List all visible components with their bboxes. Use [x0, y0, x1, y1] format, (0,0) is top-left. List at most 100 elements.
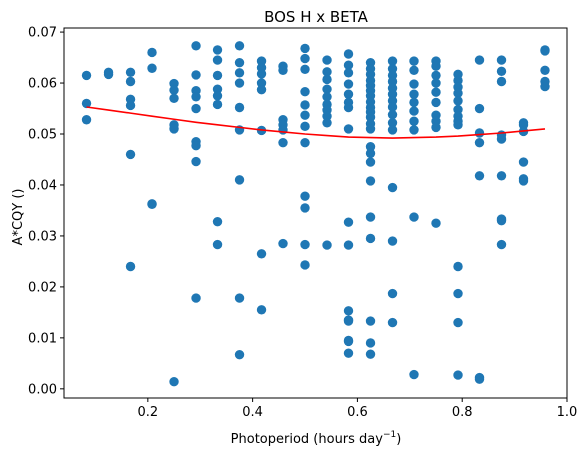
y-tick-label: 0.02: [28, 280, 57, 295]
data-point: [212, 84, 223, 94]
y-tick-label: 0.04: [28, 178, 57, 193]
data-point: [409, 97, 419, 108]
data-point: [322, 55, 332, 65]
data-point: [387, 109, 398, 120]
chart-title: BOS H x BETA: [264, 8, 369, 26]
x-tick-label: 1.0: [557, 405, 578, 420]
data-point: [474, 55, 485, 65]
x-tick-label: 0.6: [347, 405, 368, 420]
data-point: [496, 171, 507, 181]
data-point: [343, 102, 354, 113]
data-point: [453, 96, 463, 106]
data-point: [453, 261, 463, 272]
data-point: [322, 92, 332, 102]
data-point: [125, 261, 136, 272]
data-point: [191, 141, 201, 151]
data-point: [496, 76, 507, 87]
data-point: [387, 118, 398, 128]
data-point: [518, 157, 529, 167]
data-point: [474, 128, 485, 138]
data-point: [453, 88, 463, 98]
data-point: [169, 78, 179, 89]
data-point: [147, 47, 157, 58]
data-point: [453, 317, 463, 328]
data-point: [256, 69, 267, 79]
x-axis-label-main: Photoperiod (hours day: [231, 432, 384, 447]
data-point: [81, 98, 92, 109]
data-point: [387, 317, 398, 328]
data-point: [365, 142, 376, 152]
data-point: [212, 45, 223, 55]
data-point: [300, 87, 310, 97]
data-point: [343, 240, 354, 250]
points-layer: [81, 41, 550, 387]
data-point: [191, 41, 201, 51]
data-point: [300, 260, 310, 270]
data-point: [169, 124, 179, 134]
y-tick-label: 0.01: [28, 331, 57, 346]
data-point: [474, 374, 485, 384]
fit-line: [86, 106, 546, 139]
data-point: [409, 212, 419, 222]
data-point: [169, 85, 179, 95]
data-point: [496, 215, 507, 226]
x-tick-label: 0.4: [242, 405, 263, 420]
data-point: [343, 217, 354, 227]
data-point: [81, 70, 92, 81]
data-point: [496, 239, 507, 250]
data-point: [387, 288, 398, 299]
data-point: [125, 76, 136, 87]
data-point: [409, 106, 419, 116]
data-point: [147, 63, 157, 73]
data-point: [365, 212, 376, 222]
x-axis-label-superscript: −1: [383, 430, 396, 440]
data-point: [256, 56, 267, 66]
y-tick-label: 0.07: [28, 26, 57, 41]
data-point: [300, 239, 310, 250]
data-point: [343, 336, 354, 347]
data-point: [300, 110, 310, 120]
data-point: [431, 78, 441, 88]
data-point: [300, 121, 310, 132]
data-point: [212, 239, 223, 250]
data-point: [234, 293, 245, 303]
data-point: [474, 171, 485, 181]
x-axis-label-suffix: ): [396, 432, 401, 447]
data-point: [409, 79, 419, 89]
data-point: [409, 369, 419, 380]
data-point: [191, 92, 201, 102]
fit-line-layer: [86, 106, 546, 139]
data-point: [300, 64, 310, 74]
data-point: [387, 182, 398, 193]
axes-layer: 0.2 0.4 0.6 0.8 1.0 0.00 0.01 0.02 0.03 0.04 0.05 0…: [28, 26, 577, 420]
data-point: [278, 125, 288, 135]
data-point: [191, 70, 201, 80]
data-point: [256, 84, 267, 95]
data-point: [409, 116, 419, 126]
data-point: [234, 102, 245, 113]
data-point: [81, 115, 92, 125]
data-point: [256, 249, 267, 259]
data-point: [125, 100, 136, 111]
data-point: [365, 233, 376, 244]
data-point: [300, 203, 310, 213]
data-point: [278, 65, 288, 76]
data-point: [540, 46, 550, 56]
data-point: [453, 120, 463, 130]
x-tick-label: 0.2: [137, 405, 158, 420]
data-point: [409, 65, 419, 76]
x-axis-label: Photoperiod (hours day−1): [231, 430, 402, 447]
data-point: [343, 348, 354, 358]
data-point: [278, 238, 288, 249]
plot-frame: [63, 27, 568, 399]
data-point: [409, 125, 419, 135]
y-tick-label: 0.05: [28, 128, 57, 143]
data-point: [343, 79, 354, 89]
data-point: [300, 137, 310, 148]
data-point: [300, 100, 310, 110]
data-point: [409, 89, 419, 99]
data-point: [387, 236, 398, 246]
data-point: [365, 124, 376, 134]
